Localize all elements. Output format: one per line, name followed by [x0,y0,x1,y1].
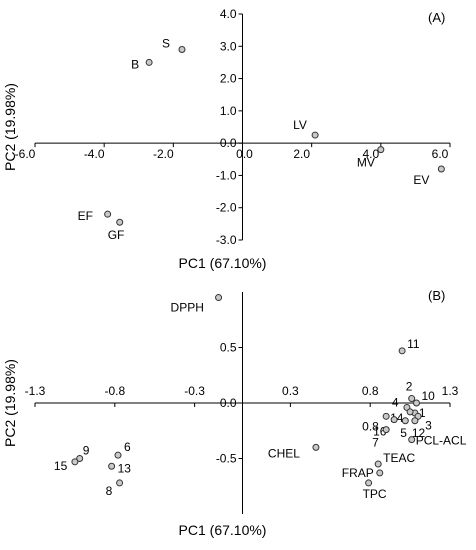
point-label: 10 [421,389,435,403]
x-tick-label: -6.0 [15,147,36,161]
panel-a: -6.0 -4.0 -2.0 0.0 2.0 4.0 6.0 -3.0 -2.0 -1.0 0.0 1… [2,7,451,271]
point-label: GF [108,228,125,242]
data-point [365,479,373,487]
point-label: 1 [419,406,426,420]
y-tick-label: -3.0 [216,233,237,247]
panel-b: -1.3 -0.8 -0.3 0.3 0.8 1.3 -0.5 0.0 0.5 PC1 (67.1… [2,288,467,538]
data-point [412,399,420,407]
y-tick-label: 2.0 [220,72,237,86]
point-label: LV [293,118,307,132]
point-label: 12 [412,426,426,440]
point-label: 3 [425,418,432,432]
y-tick-label: 0.0 [220,396,237,410]
point-label: MV [357,156,375,170]
point-label: 15 [54,459,68,473]
point-label: B [131,57,139,71]
y-tick-label: -1.0 [216,168,237,182]
data-point [215,294,223,302]
panel-label: (B) [428,288,445,303]
x-tick-label: 0.0 [236,147,253,161]
x-tick-label: 6.0 [432,147,449,161]
point-label: 9 [83,444,90,458]
x-axis-title: PC1 (67.10%) [179,522,267,538]
y-axis-title: PC2 (19.98%) [2,83,18,171]
y-tick-label: -2.0 [216,201,237,215]
point-label: 8 [106,484,113,498]
y-tick-label: 3.0 [220,39,237,53]
data-point [114,451,122,459]
point-label: TEAC [383,451,415,465]
data-point [437,165,445,173]
data-point [390,416,398,424]
point-label: 6 [124,440,131,454]
y-tick-label: 0.5 [220,341,237,355]
x-tick-label: -0.3 [184,384,205,398]
y-tick-label: 4.0 [220,7,237,21]
data-point [76,455,84,462]
data-point [374,460,382,468]
data-point [145,58,153,66]
data-point [408,436,416,444]
point-label: CHEL [268,446,300,460]
data-point [108,462,116,470]
point-label: 2 [406,380,413,394]
y-tick-label: -0.5 [216,452,237,466]
point-label: 4 [392,395,399,409]
y-tick-label: 0.0 [220,136,237,150]
panel-label: (A) [428,10,445,25]
x-tick-label: 1.3 [442,384,459,398]
point-label: 11 [407,337,420,351]
x-tick-label: -2.0 [153,147,174,161]
x-axis-title: PC1 (67.10%) [179,255,267,271]
point-label: EF [78,209,93,223]
x-tick-label: 0.8 [362,384,379,398]
data-point [408,395,416,403]
point-label: FRAP [342,466,374,480]
x-tick-label: -4.0 [84,147,105,161]
data-point [376,469,384,477]
point-label: 7 [372,436,379,450]
data-point [411,417,419,425]
data-point [311,131,319,139]
data-point [398,347,406,355]
y-axis-title: PC2 (19.98%) [2,359,18,447]
data-point [116,479,124,487]
point-label: DPPH [171,301,204,315]
data-point [71,458,79,466]
point-label: S [162,37,170,51]
data-point [104,210,112,218]
point-label: EV [413,173,429,187]
x-tick-label: 0.3 [282,384,299,398]
data-point [406,408,414,416]
point-label: TPC [363,487,387,501]
data-point [178,46,186,54]
point-label: PCL-ACL [416,434,467,448]
x-tick-label: 4.0 [362,147,379,161]
data-point [401,417,409,425]
point-label: 13 [118,461,132,475]
x-tick-label: 2.0 [293,147,310,161]
y-tick-label: 1.0 [220,104,237,118]
data-point [312,443,320,451]
data-point [382,426,390,434]
point-label: 5 [400,426,407,440]
data-point [382,412,390,420]
point-label: 0.8 [362,419,379,433]
x-tick-label: -1.3 [25,384,46,398]
data-point [377,146,385,154]
x-tick-label: -0.8 [104,384,125,398]
data-point [116,218,124,226]
